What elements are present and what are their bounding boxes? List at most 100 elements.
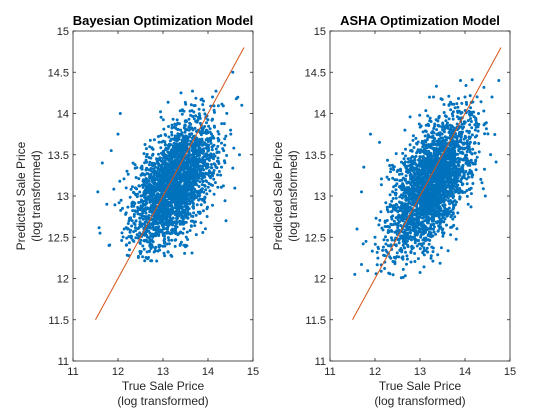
data-point [444, 138, 448, 142]
data-point [164, 167, 168, 171]
data-point [161, 189, 165, 193]
data-point [163, 234, 166, 238]
data-point [405, 262, 408, 266]
data-point [196, 138, 200, 142]
data-point [206, 185, 210, 189]
data-point [195, 183, 199, 187]
data-point [460, 132, 464, 136]
data-point [181, 178, 184, 182]
data-point [204, 171, 208, 175]
data-point [119, 198, 123, 202]
data-point [465, 102, 469, 106]
data-point [120, 231, 124, 235]
data-point [194, 141, 198, 145]
data-point [482, 85, 486, 89]
data-point [122, 227, 126, 231]
data-point [140, 165, 144, 169]
data-point [182, 227, 186, 231]
data-point [144, 147, 148, 151]
data-point [442, 111, 446, 114]
data-point [192, 156, 195, 160]
data-point [443, 114, 447, 118]
data-point [374, 216, 378, 220]
data-point [416, 174, 420, 178]
data-point [411, 159, 415, 163]
data-point [465, 146, 469, 150]
data-point [400, 250, 404, 254]
data-point [225, 154, 229, 157]
data-point [460, 189, 464, 193]
data-point [179, 128, 183, 132]
data-point [389, 170, 392, 174]
data-point [184, 189, 188, 193]
data-point [394, 196, 398, 200]
data-point [195, 120, 199, 124]
data-point [444, 193, 447, 197]
x-tick-label: 14 [459, 366, 471, 378]
data-point [157, 234, 161, 237]
data-point [393, 260, 397, 264]
data-point [207, 153, 211, 157]
data-point [148, 175, 151, 179]
data-point [410, 174, 414, 178]
data-point [183, 130, 187, 134]
data-point [175, 225, 179, 229]
data-point [415, 165, 419, 168]
data-point [184, 235, 188, 239]
data-point [431, 204, 435, 208]
data-point [163, 133, 167, 136]
data-point [170, 238, 174, 242]
data-point [188, 180, 192, 184]
y-tick-label: 13.5 [305, 150, 326, 162]
data-point [224, 134, 228, 138]
data-point [100, 161, 104, 165]
x-tick-label: 15 [504, 366, 516, 378]
data-point [159, 207, 163, 211]
data-point [198, 194, 202, 198]
data-point [494, 160, 498, 164]
data-point [113, 203, 117, 207]
data-point [173, 159, 177, 163]
data-point [201, 103, 205, 107]
data-point [448, 128, 452, 132]
data-point [470, 152, 474, 156]
data-point [192, 104, 196, 108]
y-tick-label: 14.5 [48, 67, 69, 79]
data-point [397, 255, 401, 259]
data-point [411, 138, 415, 142]
x-axis-label-line-2: (log transformed) [117, 394, 208, 408]
data-point [135, 166, 139, 170]
data-point [147, 226, 151, 230]
data-point [406, 228, 410, 232]
data-point [454, 237, 458, 241]
data-point [128, 195, 132, 199]
data-point [467, 175, 471, 179]
data-point [170, 153, 174, 156]
data-point [184, 164, 188, 168]
data-point [392, 168, 396, 172]
data-point [395, 251, 399, 255]
data-point [143, 192, 147, 196]
data-point [151, 192, 155, 196]
data-point [421, 130, 425, 134]
data-point [168, 232, 172, 236]
data-point [200, 177, 204, 181]
data-point [433, 202, 437, 206]
x-tick-label: 14 [202, 366, 214, 378]
data-point [391, 197, 395, 200]
data-point [427, 124, 431, 128]
data-point [193, 188, 197, 191]
data-point [148, 160, 152, 164]
data-point [425, 246, 429, 250]
data-point [384, 201, 388, 205]
data-point [466, 202, 470, 206]
data-point [117, 201, 121, 205]
data-point [180, 174, 184, 178]
data-point [167, 238, 171, 242]
data-point [405, 254, 409, 258]
data-point [170, 206, 174, 210]
data-point [196, 159, 200, 163]
data-point [203, 112, 207, 116]
data-point [442, 170, 446, 174]
data-point [162, 152, 166, 156]
